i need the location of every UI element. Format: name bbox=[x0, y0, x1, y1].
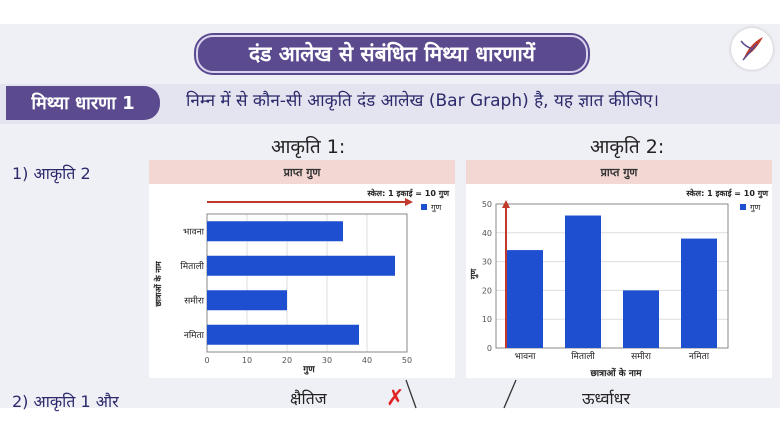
chart1-bar bbox=[207, 324, 359, 345]
chart2-category-label: नमिता bbox=[689, 350, 710, 362]
chart2-xlabel: छात्राओं के नाम bbox=[589, 367, 642, 378]
vertical-label: ऊर्ध्वाधर bbox=[582, 389, 631, 408]
chart1-category-label: नमिता bbox=[184, 329, 205, 341]
chart1-ylabel: छात्राओं के नाम bbox=[153, 260, 163, 308]
chart2-tick-label: 10 bbox=[482, 315, 492, 324]
chart1-tick-label: 30 bbox=[322, 356, 332, 365]
chart2-bar bbox=[565, 215, 601, 348]
chart1-arrow-head bbox=[405, 198, 413, 206]
feather-logo-icon bbox=[731, 28, 773, 70]
chart1-tick-label: 0 bbox=[204, 356, 209, 365]
chart1-category-label: मिताली bbox=[180, 260, 204, 272]
figure1-label: आकृति 1: bbox=[271, 136, 346, 158]
pen-strokes bbox=[405, 379, 517, 409]
letterbox-top bbox=[0, 0, 780, 24]
figure2-label: आकृति 2: bbox=[590, 136, 665, 158]
chart1-tick-label: 40 bbox=[362, 356, 372, 365]
chart2-tick-label: 40 bbox=[482, 229, 492, 238]
answer-1: 1) आकृति 2 bbox=[12, 164, 91, 183]
chart1-scale-note: स्केल: 1 इकाई = 10 गुण bbox=[366, 188, 450, 199]
chart2-legend-swatch bbox=[740, 204, 746, 210]
chart2-scale-note: स्केल: 1 इकाई = 10 गुण bbox=[685, 188, 769, 199]
chart1-panel: प्राप्त गुण स्केल: 1 इकाई = 10 गुण गुण भ… bbox=[149, 160, 455, 378]
chart2-tick-label: 50 bbox=[482, 200, 492, 209]
chart2-svg: स्केल: 1 इकाई = 10 गुण गुण भावना मिताली सम… bbox=[469, 188, 769, 378]
chart2-category-label: मिताली bbox=[571, 350, 595, 362]
horizontal-label: क्षैतिज bbox=[290, 389, 327, 408]
chart2-bar bbox=[623, 290, 659, 348]
chart1-bar bbox=[207, 221, 343, 242]
chart1-bar bbox=[207, 255, 395, 276]
chart2-category-label: समीरा bbox=[631, 350, 651, 362]
chart1-tick-label: 20 bbox=[282, 356, 292, 365]
chart1-category-label: भावना bbox=[183, 227, 205, 237]
chart2-bar bbox=[507, 250, 543, 348]
slide-title: दंड आलेख से संबंधित मिथ्या धारणायें bbox=[196, 35, 588, 73]
chart1-category-label: समीरा bbox=[184, 294, 204, 306]
chart1-tick-label: 50 bbox=[402, 356, 412, 365]
chart2-arrow-head bbox=[502, 200, 510, 208]
chart2-bar bbox=[681, 238, 717, 348]
chart2-legend-label: गुण bbox=[750, 203, 761, 213]
chart2-panel: प्राप्त गुण स्केल: 1 इकाई = 10 गुण गुण भ… bbox=[466, 160, 772, 378]
chart2-ylabel: गुण bbox=[469, 268, 479, 281]
chart2-tick-label: 0 bbox=[487, 344, 492, 353]
letterbox-bottom bbox=[0, 408, 780, 430]
chart1-svg: स्केल: 1 इकाई = 10 गुण गुण भावना मिताली सम… bbox=[153, 188, 450, 375]
chart1-plot-frame bbox=[206, 213, 408, 353]
chart2-plot-frame bbox=[495, 203, 729, 349]
chart2-tick-label: 30 bbox=[482, 258, 492, 267]
chart2-title: प्राप्त गुण bbox=[466, 160, 772, 184]
chart1-title: प्राप्त गुण bbox=[149, 160, 455, 184]
misconception-tag: मिथ्या धारणा 1 bbox=[6, 86, 160, 120]
cross-mark-icon: ✗ bbox=[386, 386, 405, 411]
answer-2: 2) आकृति 1 और bbox=[12, 392, 119, 411]
chart2-tick-label: 20 bbox=[482, 286, 492, 295]
chart1-legend-label: गुण bbox=[431, 203, 442, 213]
chart2-category-label: भावना bbox=[515, 352, 537, 362]
question-text: निम्न में से कौन-सी आकृति दंड आलेख (Bar … bbox=[186, 91, 659, 111]
chart1-tick-label: 10 bbox=[242, 356, 252, 365]
chart1-legend-swatch bbox=[421, 204, 427, 210]
chart1-xlabel: गुण bbox=[302, 365, 315, 375]
chart1-bar bbox=[207, 290, 287, 311]
